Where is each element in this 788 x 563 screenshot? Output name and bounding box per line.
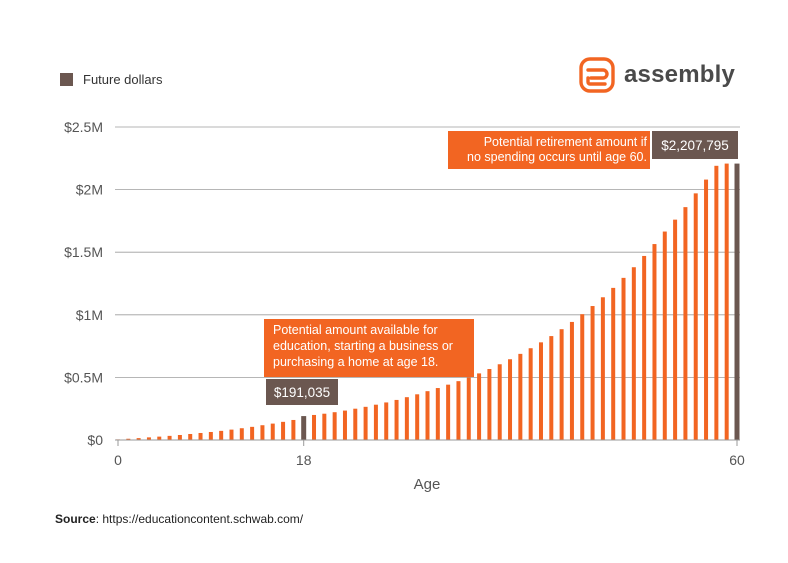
bar-age-30 — [425, 391, 430, 440]
callout-age18-value: $191,035 — [274, 385, 330, 400]
bar-age-20 — [322, 413, 327, 440]
bar-age-4 — [157, 436, 162, 440]
bar-age-54 — [673, 219, 678, 440]
bar-age-60 — [734, 163, 740, 441]
bar-age-48 — [611, 287, 616, 440]
bar-age-43 — [559, 329, 564, 440]
callout-age60-value-box — [652, 131, 738, 159]
bar-age-50 — [631, 267, 636, 440]
bar-age-40 — [528, 348, 533, 440]
bar-age-56 — [693, 193, 698, 440]
bar-age-10 — [219, 430, 224, 440]
bar-age-33 — [456, 381, 461, 440]
bar-age-3 — [146, 437, 151, 440]
y-tick-label: $1M — [76, 307, 103, 323]
bar-age-15 — [270, 423, 275, 440]
y-tick-label: $1.5M — [64, 244, 103, 260]
bar-age-45 — [580, 314, 585, 440]
bar-age-58 — [714, 165, 719, 440]
y-tick-label: $0 — [87, 432, 103, 448]
bar-age-53 — [662, 231, 667, 440]
bar-age-12 — [239, 428, 244, 440]
callout-age60-value: $2,207,795 — [661, 138, 729, 153]
bar-age-38 — [508, 359, 513, 440]
bar-age-32 — [446, 384, 451, 440]
bar-age-36 — [487, 369, 492, 440]
source-note: Source: https://educationcontent.schwab.… — [55, 512, 303, 526]
bar-age-27 — [394, 399, 399, 440]
bar-age-34 — [466, 377, 471, 440]
bar-age-21 — [332, 412, 337, 440]
brand-name: assembly — [624, 61, 736, 88]
callout-age60-line: Potential retirement amount if — [484, 135, 648, 149]
callout-age18-line: Potential amount available for — [273, 323, 438, 337]
y-tick-label: $2M — [76, 182, 103, 198]
legend: Future dollars — [60, 72, 162, 87]
bar-age-35 — [477, 373, 482, 440]
bar-age-9 — [208, 431, 213, 440]
bar-age-24 — [363, 406, 368, 440]
bar-age-8 — [198, 432, 203, 440]
x-axis: 0 18 60 Age — [114, 439, 745, 493]
y-tick-label: $2.5M — [64, 119, 103, 135]
bar-age-39 — [518, 353, 523, 440]
bar-age-5 — [167, 435, 172, 440]
chart-bars — [116, 163, 740, 441]
y-tick-label: $0.5M — [64, 369, 103, 385]
bar-age-16 — [281, 421, 286, 440]
bar-age-22 — [342, 410, 347, 440]
bar-age-6 — [177, 434, 182, 440]
bar-age-46 — [590, 306, 595, 440]
bar-age-57 — [704, 179, 709, 441]
bar-age-1 — [126, 438, 131, 440]
chart-gridlines — [115, 126, 740, 378]
bar-age-41 — [538, 342, 543, 440]
bar-age-18 — [301, 416, 307, 440]
x-axis-label: Age — [414, 476, 441, 493]
bar-age-49 — [621, 277, 626, 440]
source-label: Source — [55, 512, 96, 526]
bar-age-17 — [291, 419, 296, 440]
x-tick-label: 18 — [296, 452, 312, 468]
legend-swatch — [60, 73, 73, 86]
bar-age-52 — [652, 244, 657, 440]
callout-age18-line: education, starting a business or — [273, 339, 453, 353]
bar-age-59 — [724, 163, 729, 441]
bar-age-23 — [353, 408, 358, 440]
bar-age-25 — [373, 404, 378, 440]
callout-age18-line: purchasing a home at age 18. — [273, 355, 438, 369]
chart-callouts: Potential amount available for education,… — [264, 131, 738, 405]
x-tick-label: 0 — [114, 452, 122, 468]
assembly-logo-icon — [579, 57, 615, 93]
callout-age60-box — [448, 131, 650, 169]
y-axis-ticks: $0 $0.5M $1M $1.5M $2M $2.5M — [64, 119, 103, 448]
bar-age-19 — [312, 414, 317, 440]
callout-age18-value-box — [266, 379, 338, 405]
bar-age-55 — [683, 207, 688, 440]
bar-age-7 — [188, 433, 193, 440]
bar-age-14 — [260, 425, 265, 440]
x-tick-label: 60 — [729, 452, 745, 468]
bar-age-44 — [569, 321, 574, 440]
source-url: : https://educationcontent.schwab.com/ — [95, 512, 304, 526]
bar-age-51 — [642, 255, 647, 440]
bar-age-29 — [415, 394, 420, 440]
legend-label: Future dollars — [83, 72, 163, 87]
bar-age-31 — [435, 388, 440, 440]
bar-age-2 — [136, 438, 141, 440]
brand-logo: assembly — [578, 56, 735, 94]
bar-age-13 — [250, 426, 255, 440]
callout-age60-line: no spending occurs until age 60. — [467, 150, 647, 164]
bar-age-28 — [404, 397, 409, 440]
bar-age-11 — [229, 429, 234, 440]
bar-age-42 — [549, 336, 554, 440]
callout-age18-box — [264, 319, 474, 377]
bar-age-26 — [384, 402, 389, 440]
bar-age-47 — [600, 297, 605, 440]
bar-age-37 — [497, 364, 502, 440]
